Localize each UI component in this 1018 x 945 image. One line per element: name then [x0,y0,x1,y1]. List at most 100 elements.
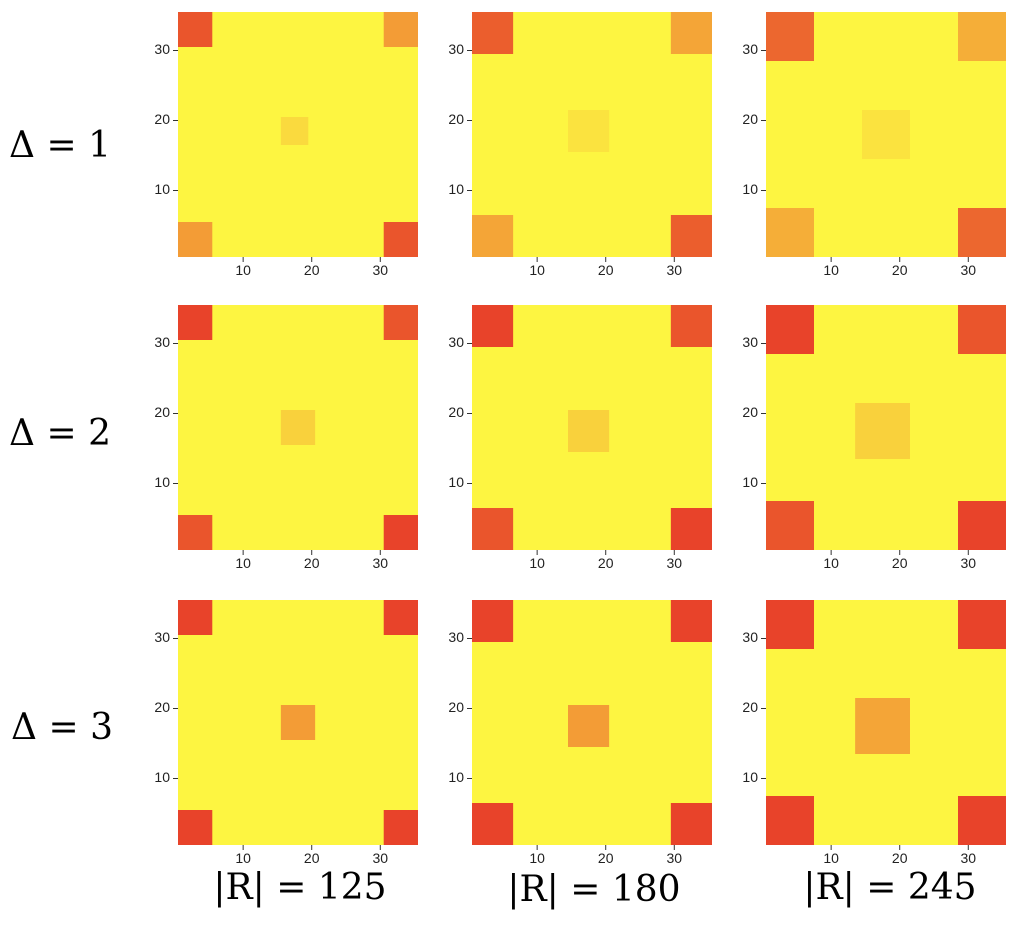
heatmap-block-3 [383,515,418,550]
x-tick-label: 10 [529,555,545,571]
x-tick-label: 10 [823,555,839,571]
heatmap-block-3 [670,215,712,257]
heatmap-block-2 [766,796,814,845]
heatmap-block-0 [178,12,213,47]
y-tick-label: 30 [448,334,464,350]
y-tick-label: 30 [742,334,758,350]
heatmap-panel-r2-c1: 10 20 30 10 20 30 [448,600,712,866]
heatmap-block-4 [568,410,610,452]
heatmap-block-4 [280,117,309,145]
heatmap-block-2 [472,508,514,550]
heatmap-block-1 [670,12,712,54]
x-tick-label: 30 [666,850,682,866]
heatmap-block-0 [178,600,213,635]
row-label-delta-3: Δ = 3 [11,707,113,748]
heatmap-block-3 [958,796,1006,845]
y-tick-label: 30 [154,629,170,645]
col-label-r-245: |R| = 245 [803,867,976,908]
heatmap-panel-r1-c1: 10 20 30 10 20 30 [448,305,712,571]
y-tick-label: 10 [154,181,170,197]
heatmap-block-1 [958,600,1006,649]
x-tick-label: 30 [666,262,682,278]
heatmap-block-2 [178,515,213,550]
y-tick-label: 30 [742,629,758,645]
heatmap-block-4 [568,110,610,152]
y-tick-label: 20 [742,404,758,420]
heatmap-block-1 [958,305,1006,354]
heatmap-block-3 [958,208,1006,257]
heatmap-panel-r0-c1: 10 20 30 10 20 30 [448,12,712,278]
heatmap-block-4 [568,705,610,747]
heatmap-block-0 [766,12,814,61]
heatmap-block-0 [472,600,514,642]
y-tick-label: 10 [448,474,464,490]
heatmap-block-1 [670,305,712,347]
heatmap-block-4 [280,410,316,445]
x-tick-label: 20 [598,262,614,278]
row-label-delta-1: Δ = 1 [9,125,111,166]
row-label-delta-2: Δ = 2 [9,413,111,454]
x-tick-label: 20 [304,850,320,866]
heatmap-panel-r2-c2: 10 20 30 10 20 30 [742,600,1006,866]
y-tick-label: 10 [742,474,758,490]
heatmap-block-3 [383,222,418,257]
y-tick-label: 10 [154,769,170,785]
x-tick-label: 30 [372,262,388,278]
x-tick-label: 20 [892,850,908,866]
y-tick-label: 10 [448,181,464,197]
heatmap-block-0 [178,305,213,340]
y-tick-label: 10 [742,181,758,197]
y-tick-label: 20 [154,699,170,715]
heatmap-block-1 [670,600,712,642]
x-tick-label: 20 [892,262,908,278]
x-tick-label: 30 [666,555,682,571]
heatmap-block-0 [472,12,514,54]
heatmap-block-2 [178,810,213,845]
x-tick-label: 20 [892,555,908,571]
heatmap-block-0 [472,305,514,347]
y-tick-label: 20 [448,404,464,420]
x-tick-label: 10 [235,555,251,571]
x-tick-label: 10 [529,850,545,866]
heatmap-block-2 [766,208,814,257]
heatmap-block-3 [958,501,1006,550]
y-tick-label: 20 [154,111,170,127]
x-tick-label: 30 [960,262,976,278]
y-tick-label: 30 [154,334,170,350]
heatmap-block-1 [958,12,1006,61]
x-tick-label: 20 [598,850,614,866]
x-tick-label: 10 [235,262,251,278]
heatmap-block-0 [766,600,814,649]
x-tick-label: 20 [304,555,320,571]
x-tick-label: 20 [304,262,320,278]
x-tick-label: 30 [372,555,388,571]
heatmap-panel-r0-c2: 10 20 30 10 20 30 [742,12,1006,278]
col-label-r-180: |R| = 180 [507,869,680,910]
heatmap-block-4 [855,403,910,459]
y-tick-label: 30 [742,41,758,57]
y-tick-label: 20 [448,699,464,715]
y-tick-label: 20 [154,404,170,420]
y-tick-label: 30 [448,41,464,57]
heatmap-block-1 [383,305,418,340]
x-tick-label: 30 [960,850,976,866]
x-tick-label: 20 [598,555,614,571]
y-tick-label: 10 [154,474,170,490]
y-tick-label: 10 [742,769,758,785]
heatmap-panel-r1-c2: 10 20 30 10 20 30 [742,305,1006,571]
heatmap-block-3 [383,810,418,845]
heatmap-block-3 [670,803,712,845]
heatmap-block-4 [862,110,910,159]
heatmap-block-0 [766,305,814,354]
panels-layer: 10 20 30 10 20 30 10 20 30 10 20 30 10 20 30 10 20 30 10 20… [154,12,1006,866]
y-tick-label: 30 [154,41,170,57]
y-tick-label: 20 [448,111,464,127]
heatmap-block-4 [855,698,910,754]
heatmap-block-2 [178,222,213,257]
y-tick-label: 10 [448,769,464,785]
x-tick-label: 10 [235,850,251,866]
x-tick-label: 10 [823,262,839,278]
heatmap-panel-r0-c0: 10 20 30 10 20 30 [154,12,418,278]
heatmap-panel-r1-c0: 10 20 30 10 20 30 [154,305,418,571]
